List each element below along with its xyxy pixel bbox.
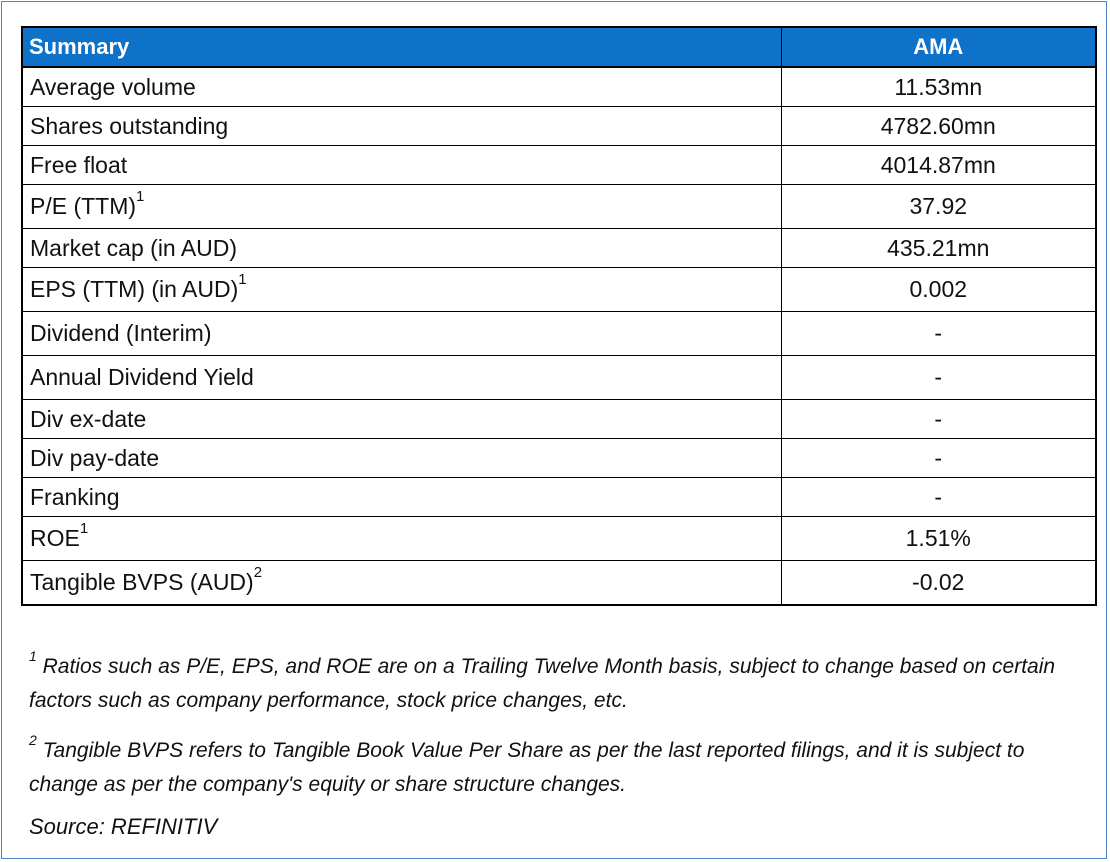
table-row: Annual Dividend Yield - xyxy=(21,355,1097,400)
header-summary: Summary xyxy=(21,26,782,68)
row-label: Shares outstanding xyxy=(21,106,782,146)
table-row: Div pay-date - xyxy=(21,438,1097,478)
footnote-marker: 1 xyxy=(238,271,247,289)
table-row: Market cap (in AUD) 435.21mn xyxy=(21,228,1097,268)
table-row: EPS (TTM) (in AUD)1 0.002 xyxy=(21,267,1097,312)
row-label: Annual Dividend Yield xyxy=(21,355,782,400)
row-value: - xyxy=(780,355,1097,400)
footnote-marker: 1 xyxy=(79,520,89,538)
header-ticker: AMA xyxy=(780,26,1097,68)
row-label: P/E (TTM)1 xyxy=(21,184,782,229)
footnote-2: 2 Tangible BVPS refers to Tangible Book … xyxy=(29,732,1099,802)
row-label: Free float xyxy=(21,145,782,185)
row-label: Div ex-date xyxy=(21,399,782,439)
row-value: 4014.87mn xyxy=(780,145,1097,185)
row-value: - xyxy=(780,477,1097,517)
row-label: Franking xyxy=(21,477,782,517)
row-value: 11.53mn xyxy=(780,66,1097,107)
row-label: Div pay-date xyxy=(21,438,782,478)
table-row: ROE1 1.51% xyxy=(21,516,1097,561)
footnotes: 1 Ratios such as P/E, EPS, and ROE are o… xyxy=(29,648,1099,844)
row-value: 435.21mn xyxy=(780,228,1097,268)
table-row: Franking - xyxy=(21,477,1097,517)
row-value: -0.02 xyxy=(780,560,1097,606)
table-row: Shares outstanding 4782.60mn xyxy=(21,106,1097,146)
table-row: Free float 4014.87mn xyxy=(21,145,1097,185)
row-value: - xyxy=(780,311,1097,356)
table-row: Dividend (Interim) - xyxy=(21,311,1097,356)
row-label: Dividend (Interim) xyxy=(21,311,782,356)
table-row: Div ex-date - xyxy=(21,399,1097,439)
summary-table: Summary AMA Average volume 11.53mn Share… xyxy=(21,26,1097,606)
footnote-1: 1 Ratios such as P/E, EPS, and ROE are o… xyxy=(29,648,1099,718)
row-value: 37.92 xyxy=(780,184,1097,229)
table-header-row: Summary AMA xyxy=(21,26,1097,68)
source-line: Source: REFINITIV xyxy=(29,814,218,839)
table-row: Average volume 11.53mn xyxy=(21,66,1097,107)
row-label: EPS (TTM) (in AUD)1 xyxy=(21,267,782,312)
row-label: Market cap (in AUD) xyxy=(21,228,782,268)
table-row: P/E (TTM)1 37.92 xyxy=(21,184,1097,229)
footnote-2-text: Tangible BVPS refers to Tangible Book Va… xyxy=(29,739,1025,796)
row-value: 0.002 xyxy=(780,267,1097,312)
footnote-1-marker: 1 xyxy=(29,648,37,664)
row-label: Tangible BVPS (AUD)2 xyxy=(21,560,782,606)
row-label: ROE1 xyxy=(21,516,782,561)
row-value: - xyxy=(780,438,1097,478)
footnote-2-marker: 2 xyxy=(29,732,37,748)
footnote-marker: 1 xyxy=(136,188,145,206)
row-value: 4782.60mn xyxy=(780,106,1097,146)
row-value: 1.51% xyxy=(780,516,1097,561)
table-row: Tangible BVPS (AUD)2 -0.02 xyxy=(21,560,1097,606)
footnote-1-text: Ratios such as P/E, EPS, and ROE are on … xyxy=(29,655,1056,712)
row-label: Average volume xyxy=(21,66,782,107)
footnote-marker: 2 xyxy=(253,564,263,582)
row-value: - xyxy=(780,399,1097,439)
